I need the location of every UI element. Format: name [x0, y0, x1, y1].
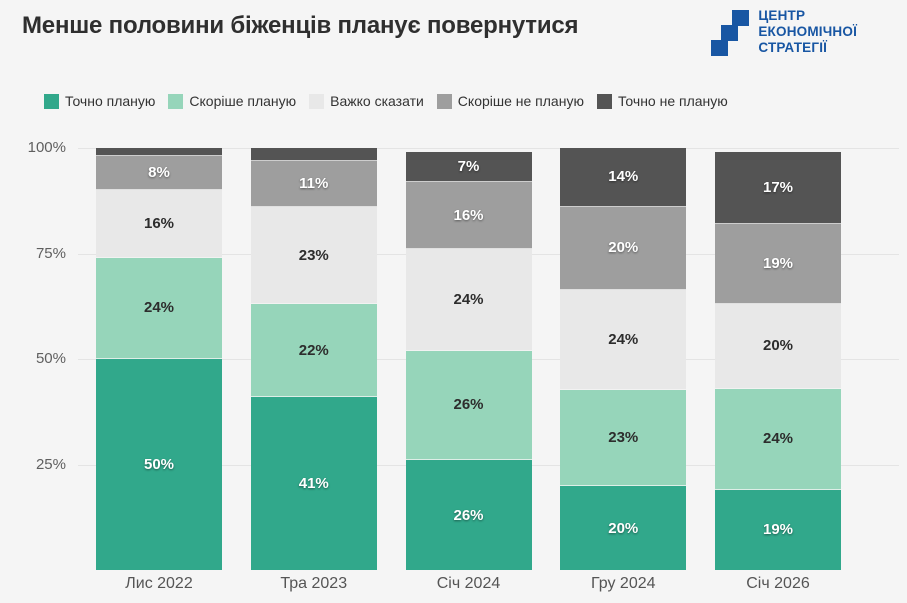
bar-segment: 19%: [715, 489, 841, 570]
x-axis-labels: Лис 2022 Тра 2023 Січ 2024 Гру 2024 Січ 2026: [96, 575, 841, 593]
page-title: Менше половини біженців планує повернути…: [22, 12, 579, 39]
bars-row: 50% 24% 16% 8% 41% 22% 23% 11% 26% 26% 24% 16% 7% 20%…: [96, 148, 841, 570]
logo-line-2: ЕКОНОМІЧНОЇ: [758, 24, 857, 39]
x-tick-label: Тра 2023: [280, 575, 348, 592]
segment-value-label: 19%: [762, 521, 794, 539]
bar-segment: 24%: [405, 249, 532, 351]
segment-value-label: 7%: [457, 158, 480, 176]
legend-label: Скоріше не планую: [457, 93, 584, 109]
bar-segment: 23%: [250, 207, 377, 305]
bar-Січ 2024: 26% 26% 24% 16% 7%: [405, 148, 532, 570]
logo-line-1: ЦЕНТР: [758, 8, 806, 23]
legend-label: Важко сказати: [330, 93, 424, 109]
bar-segment: 26%: [405, 460, 532, 570]
legend-label: Точно планую: [65, 93, 156, 109]
y-tick-label: 100%: [27, 139, 66, 156]
legend-label: Точно не планую: [617, 93, 728, 109]
segment-value-label: 24%: [608, 331, 639, 349]
segment-value-label: 24%: [762, 430, 794, 448]
segment-value-label: 20%: [762, 337, 794, 355]
segment-value-label: 19%: [762, 255, 794, 273]
bar-segment: 20%: [715, 304, 841, 389]
segment-value-label: 26%: [453, 506, 484, 524]
bar-segment: 16%: [405, 181, 532, 250]
ces-logo-text: ЦЕНТР ЕКОНОМІЧНОЇ СТРАТЕГІЇ: [758, 8, 857, 56]
segment-value-label: 50%: [143, 456, 175, 473]
bar-segment: 50%: [96, 359, 222, 570]
segment-value-label: 24%: [453, 290, 484, 308]
legend-item-1: Скоріше планую: [168, 93, 296, 109]
segment-value-label: 16%: [453, 206, 484, 224]
x-tick-label: Січ 2024: [436, 575, 501, 592]
bar-Гру 2024: 20% 23% 24% 20% 14%: [560, 148, 687, 570]
bar-Січ 2026: 19% 24% 20% 19% 17%: [715, 148, 841, 570]
bar-segment: 11%: [250, 160, 377, 208]
segment-value-label: 23%: [298, 246, 329, 264]
chart-legend: Точно планую Скоріше планую Важко сказати С…: [44, 93, 741, 109]
gridline-100%: [78, 148, 899, 149]
legend-swatch-icon: [436, 93, 452, 109]
segment-value-label: 20%: [608, 239, 639, 257]
bar-Тра 2023: 41% 22% 23% 11%: [250, 148, 377, 570]
x-tick-label: Січ 2026: [746, 575, 810, 592]
segment-value-label: 24%: [143, 299, 175, 317]
bar-segment: 24%: [96, 257, 222, 359]
legend-item-0: Точно планую: [44, 93, 155, 109]
legend-swatch-icon: [44, 93, 59, 109]
x-tick-label: Лис 2022: [125, 575, 193, 592]
segment-value-label: 41%: [298, 474, 329, 492]
bar-segment: 7%: [405, 152, 532, 182]
bar-segment: 41%: [250, 396, 377, 570]
bar-segment: 14%: [560, 148, 687, 207]
y-tick-label: 50%: [35, 350, 66, 367]
segment-value-label: 17%: [762, 179, 794, 197]
legend-swatch-icon: [596, 93, 612, 109]
bar-segment: 17%: [715, 152, 841, 224]
logo-line-3: СТРАТЕГІЇ: [758, 40, 828, 55]
bar-segment: 22%: [250, 304, 377, 397]
bar-segment: 16%: [96, 190, 222, 258]
legend-item-2: Важко сказати: [309, 93, 424, 109]
steps-shape: [711, 10, 750, 56]
bar-segment: 26%: [405, 350, 532, 461]
bar-segment: 23%: [560, 390, 687, 487]
bar-segment: 20%: [560, 206, 687, 291]
bar-segment: 24%: [715, 388, 841, 490]
segment-value-label: 14%: [608, 168, 639, 186]
legend-swatch-icon: [168, 93, 184, 109]
segment-value-label: 23%: [608, 429, 639, 447]
segment-value-label: 8%: [148, 164, 170, 182]
legend-label: Скоріше планую: [189, 93, 297, 109]
y-tick-label: 25%: [35, 455, 66, 473]
bar-segment: 8%: [96, 156, 222, 191]
bar-segment: 24%: [560, 290, 687, 391]
legend-item-3: Скоріше не планую: [436, 93, 584, 109]
segment-value-label: 16%: [143, 214, 175, 232]
legend-swatch-icon: [309, 93, 325, 109]
y-tick-label: 75%: [35, 244, 66, 262]
segment-value-label: 20%: [608, 519, 639, 537]
segment-value-label: 26%: [453, 396, 484, 414]
bar-segment: [96, 148, 222, 157]
bar-segment: 20%: [560, 486, 687, 570]
x-tick-label: Гру 2024: [590, 575, 656, 592]
legend-item-4: Точно не планую: [596, 93, 728, 109]
segment-value-label: 11%: [299, 174, 329, 192]
bar-Лис 2022: 50% 24% 16% 8%: [96, 148, 222, 570]
bar-segment: 19%: [715, 224, 841, 305]
segment-value-label: 22%: [298, 341, 329, 359]
bar-segment: [250, 148, 377, 161]
ces-steps-icon: [711, 10, 750, 56]
ces-logo: ЦЕНТР ЕКОНОМІЧНОЇ СТРАТЕГІЇ: [711, 8, 857, 57]
